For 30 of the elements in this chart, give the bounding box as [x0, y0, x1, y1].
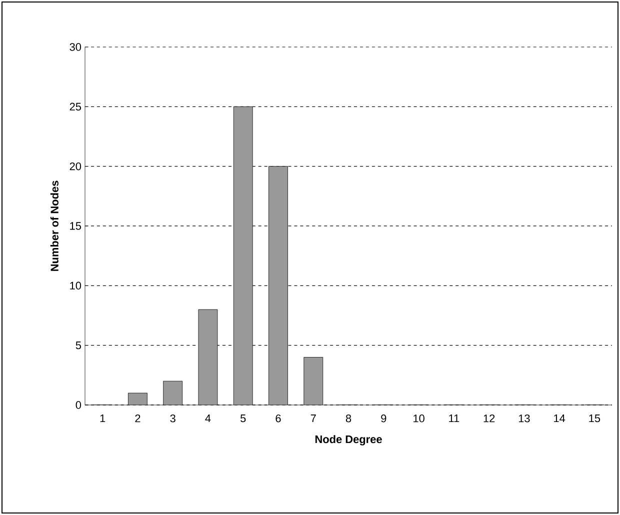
y-tick-label: 5 — [76, 342, 82, 350]
x-tick-label: 6 — [276, 414, 281, 422]
bar — [198, 310, 218, 405]
x-tick-label: 14 — [554, 414, 566, 422]
x-tick-label: 9 — [381, 414, 386, 422]
x-axis-title: Node Degree — [315, 435, 382, 446]
bar — [234, 106, 253, 405]
x-tick-label: 7 — [310, 414, 316, 422]
y-axis-title: Number of Nodes — [50, 180, 58, 271]
y-tick-label: 0 — [76, 401, 82, 409]
x-tick-label: 8 — [346, 414, 352, 422]
y-tick-label: 30 — [70, 43, 82, 51]
y-tick-label: 15 — [70, 222, 82, 230]
x-tick-label: 15 — [589, 414, 600, 422]
x-tick-label: 3 — [170, 414, 176, 422]
bar — [268, 166, 288, 405]
bar — [128, 393, 148, 405]
x-tick-label: 1 — [100, 414, 106, 422]
x-tick-label: 2 — [135, 414, 140, 422]
x-tick-label: 10 — [414, 414, 424, 422]
x-tick-label: 12 — [484, 414, 495, 422]
x-tick-label: 4 — [205, 414, 211, 422]
x-tick-label: 11 — [449, 414, 460, 422]
x-tick-label: 5 — [240, 414, 246, 422]
bar — [304, 357, 323, 405]
bar — [163, 381, 182, 405]
y-tick-label: 20 — [70, 162, 82, 170]
x-tick-label: 13 — [518, 414, 530, 422]
y-tick-label: 25 — [70, 102, 82, 111]
y-tick-label: 10 — [70, 282, 82, 290]
